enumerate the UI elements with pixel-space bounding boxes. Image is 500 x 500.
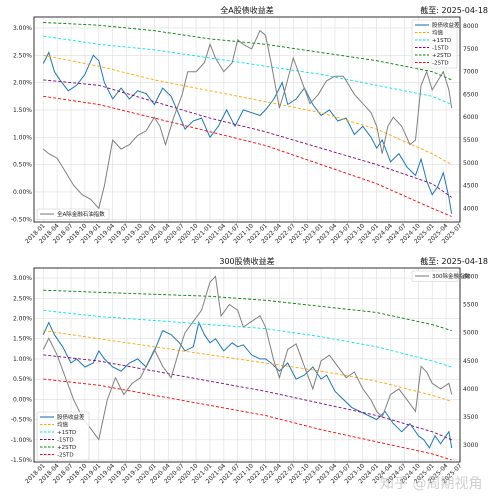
legend-entry-label: -2STD	[432, 61, 449, 67]
series-line-1	[43, 54, 452, 165]
y-left-tick-label: 0.50%	[13, 376, 32, 383]
series-line-1	[43, 330, 452, 402]
series-line-5	[43, 378, 452, 461]
y-right-tick-label: 5000	[463, 330, 478, 337]
legend-entry-label: -1STD	[432, 46, 449, 52]
legend-entry-label: +2STD	[432, 53, 451, 59]
y-left-tick-label: 1.50%	[13, 336, 32, 343]
y-left-tick-label: -1.50%	[11, 457, 33, 464]
y-left-tick-label: 0.00%	[13, 189, 32, 196]
y-left-tick-label: 0.00%	[13, 396, 32, 403]
y-left-tick-label: 1.50%	[13, 107, 32, 114]
y-left-tick-label: 2.00%	[13, 80, 32, 87]
series-line-5	[43, 95, 452, 217]
series-line-3	[43, 79, 452, 198]
chart-title: 全A股债收益差	[220, 5, 273, 15]
y-right-tick-label: 5000	[463, 160, 478, 167]
y-right-tick-label: 7500	[463, 46, 478, 53]
y-left-tick-label: -1.00%	[11, 437, 33, 444]
y-left-tick-label: 2.50%	[13, 52, 32, 59]
legend-entry-label: 股债收益差	[432, 21, 460, 29]
legend-entry-label: -1STD	[57, 438, 74, 444]
legend-entry-label: 均值	[57, 421, 69, 429]
series-line-4	[43, 289, 452, 332]
y-right-tick-label: 5500	[463, 302, 478, 309]
legend-lower: 全A除金融石油指数	[36, 208, 110, 220]
y-left-tick-label: 2.00%	[13, 316, 32, 323]
legend-entry-label: +2STD	[57, 445, 76, 451]
plot-frame	[33, 16, 461, 223]
y-right-tick-label: 4000	[463, 205, 478, 212]
series-line-3	[43, 354, 452, 441]
y-left-tick-label: 3.00%	[13, 25, 32, 32]
legend-entry-label: +1STD	[57, 430, 76, 436]
y-right-tick-label: 4500	[463, 183, 478, 190]
y-right-tick-label: 6000	[463, 273, 478, 280]
plot-frame	[33, 267, 461, 463]
y-left-tick-label: 2.50%	[13, 295, 32, 302]
y-right-tick-label: 6500	[463, 91, 478, 98]
y-right-tick-label: 7000	[463, 69, 478, 76]
legend-entry-label: 均值	[432, 29, 444, 37]
series-line-6	[42, 29, 453, 210]
y-right-tick-label: 4000	[463, 386, 478, 393]
y-left-tick-label: 0.50%	[13, 162, 32, 169]
legend-entry-label: 300除金融指数	[432, 272, 470, 280]
as-of-date-label: 截至: 2025-04-18	[420, 256, 488, 266]
legend-entry-label: +1STD	[432, 38, 451, 44]
y-right-tick-label: 4500	[463, 358, 478, 365]
legend-box	[411, 270, 459, 282]
y-right-tick-label: 3500	[463, 414, 478, 421]
legend-upper: 300除金融指数	[411, 270, 470, 282]
watermark: 知乎 @周期视角	[380, 475, 482, 492]
y-left-tick-label: 3.00%	[13, 275, 32, 282]
legend-entry-label: 全A除金融石油指数	[57, 210, 105, 218]
y-left-tick-label: 1.00%	[13, 356, 32, 363]
y-right-tick-label: 3000	[463, 442, 478, 449]
as-of-date-label: 截至: 2025-04-18	[420, 5, 488, 15]
y-left-tick-label: 1.00%	[13, 134, 32, 141]
chart-panel-1: -0.50% 0.00% 0.50% 1.00% 1.50% 2.00% 2.50% 3.00…	[11, 5, 488, 245]
y-left-tick-label: -0.50%	[11, 417, 33, 424]
legend-entry-label: -2STD	[57, 453, 74, 459]
y-right-tick-label: 8000	[463, 23, 478, 30]
series-line-0	[42, 321, 453, 449]
y-right-tick-label: 6000	[463, 114, 478, 121]
y-left-tick-label: -0.50%	[11, 216, 33, 223]
series-line-0	[42, 51, 453, 214]
series-line-6	[42, 275, 453, 441]
legend-entry-label: 股债收益差	[57, 413, 85, 421]
legend-box	[36, 208, 110, 220]
y-right-tick-label: 5500	[463, 137, 478, 144]
chart-title: 300股债收益差	[219, 256, 274, 266]
chart-panel-2: -1.50% -1.00% -0.50% 0.00% 0.50% 1.00% 1.50% 2.…	[11, 256, 488, 485]
